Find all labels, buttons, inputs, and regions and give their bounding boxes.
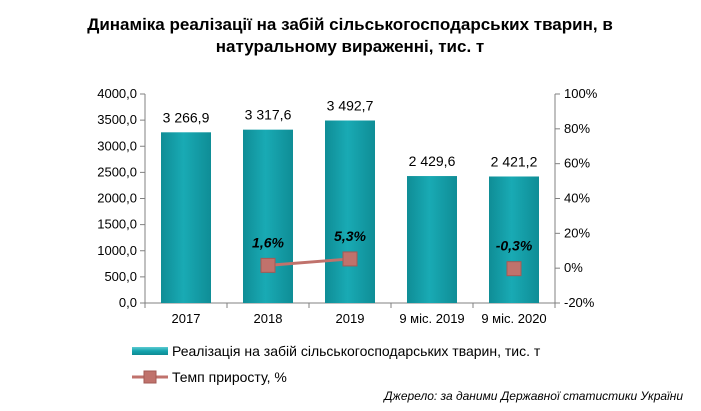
bar: [489, 176, 539, 303]
bar-value-label: 3 266,9: [163, 109, 210, 125]
y-right-tick-label: 80%: [564, 121, 590, 136]
bar: [161, 132, 211, 303]
y-left-tick-label: 2500,0: [97, 164, 137, 179]
y-left-tick-label: 0,0: [119, 295, 137, 310]
x-tick-labels: 2017 2018 2019 9 міс. 2019 9 міс. 2020: [172, 311, 547, 326]
bar: [407, 176, 457, 303]
y-left-tick-label: 3000,0: [97, 138, 137, 153]
line-value-label: 1,6%: [252, 234, 284, 250]
y-left-tick-label: 1000,0: [97, 243, 137, 258]
line-point: [506, 261, 522, 277]
legend-item-line: Темп приросту, %: [132, 369, 287, 385]
y-right-tick-label: -20%: [564, 295, 595, 310]
line-segment: [267, 257, 351, 267]
x-tick-label: 9 міс. 2019: [399, 311, 464, 326]
bar: [243, 129, 293, 303]
x-tick-label: 2017: [172, 311, 201, 326]
bar-value-label: 2 421,2: [491, 153, 538, 169]
x-tick-label: 2018: [254, 311, 283, 326]
y-left-tick-label: 3500,0: [97, 112, 137, 127]
x-tick-label: 9 міс. 2020: [481, 311, 546, 326]
line-point: [260, 257, 276, 273]
source-note: Джерело: за даними Державної статистики …: [384, 389, 683, 403]
y-left-tick-label: 4000,0: [97, 86, 137, 101]
y-left-tick-label: 500,0: [104, 269, 137, 284]
axes: 0,0 500,0 1000,0 1500,0 2000,0 2500,0 3000,0 35…: [97, 86, 597, 310]
bar-value-label: 3 492,7: [327, 98, 374, 114]
bar-labels: 3 266,9 3 317,6 3 492,7 2 429,6 2 421,2: [163, 98, 538, 170]
legend-item-bars: Реалізація на забій сільськогосподарськи…: [132, 343, 540, 359]
y-right-tick-label: 0%: [564, 260, 583, 275]
line-point: [342, 251, 358, 267]
line-value-label: 5,3%: [334, 228, 366, 244]
y-right-tick-label: 60%: [564, 156, 590, 171]
x-tick-label: 2019: [336, 311, 365, 326]
bar-value-label: 3 317,6: [245, 107, 292, 123]
bar-value-label: 2 429,6: [409, 153, 456, 169]
legend-label-bars: Реалізація на забій сільськогосподарськи…: [172, 343, 541, 359]
y-right-tick-label: 40%: [564, 191, 590, 206]
line-series: 1,6% 5,3% -0,3%: [252, 228, 533, 277]
line-value-label: -0,3%: [496, 238, 533, 254]
legend-line-swatch: [132, 370, 168, 384]
y-left-tick-label: 1500,0: [97, 217, 137, 232]
y-left-tick-label: 2000,0: [97, 191, 137, 206]
legend-label-line: Темп приросту, %: [172, 369, 287, 385]
y-right-tick-label: 20%: [564, 225, 590, 240]
chart-title: Динаміка реалізації на забій сільськогос…: [87, 15, 613, 56]
y-right-tick-label: 100%: [564, 86, 598, 101]
bar-series: [161, 120, 539, 303]
bar: [325, 120, 375, 303]
legend-bar-swatch: [132, 347, 168, 355]
